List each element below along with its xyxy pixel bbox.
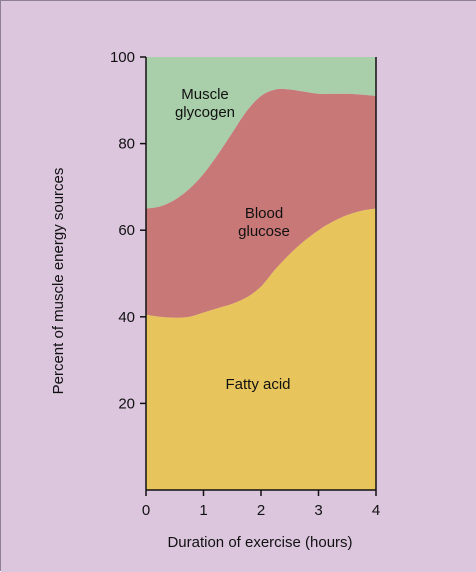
area-label-blood-glucose: Blood glucose: [238, 205, 290, 240]
y-tick-label: 60: [118, 222, 135, 239]
area-label-muscle-glycogen: Muscle glycogen: [175, 86, 235, 121]
x-axis-title: Duration of exercise (hours): [167, 534, 352, 551]
y-tick-label: 80: [118, 136, 135, 153]
y-tick-label: 40: [118, 309, 135, 326]
x-tick-label: 2: [257, 502, 265, 519]
area-fatty-acid: [146, 208, 376, 491]
x-tick-label: 0: [142, 502, 150, 519]
x-tick-label: 4: [372, 502, 380, 519]
x-tick-label: 1: [199, 502, 207, 519]
area-label-layer: Fatty acid Blood glucose Muscle glycogen: [175, 86, 291, 393]
y-axis-title: Percent of muscle energy sources: [50, 168, 67, 395]
axes: 20 40 60 80 100 0 1 2 3 4: [110, 49, 380, 519]
area-blood-glucose: [146, 88, 376, 318]
y-tick-label: 20: [118, 395, 135, 412]
x-tick-label: 3: [314, 502, 322, 519]
area-muscle-glycogen: [146, 57, 376, 209]
area-layer: [146, 57, 376, 491]
area-label-fatty-acid: Fatty acid: [225, 376, 290, 393]
y-tick-label: 100: [110, 49, 135, 66]
